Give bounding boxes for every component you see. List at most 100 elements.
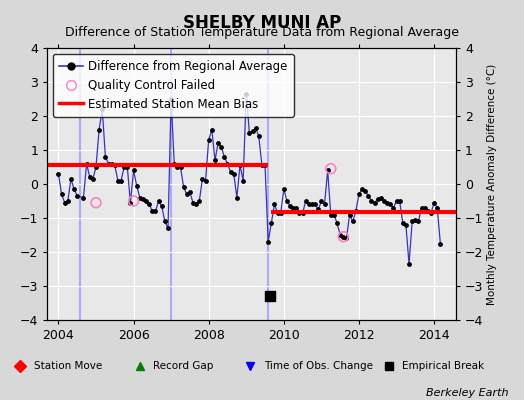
Point <box>189 200 197 206</box>
Point <box>339 234 347 240</box>
Point <box>220 154 228 160</box>
Point <box>386 201 395 208</box>
Point <box>173 164 182 170</box>
Point <box>270 201 279 208</box>
Point <box>427 210 435 216</box>
Point <box>317 198 325 204</box>
Point <box>377 194 385 201</box>
Point <box>358 186 366 192</box>
Point <box>79 194 88 201</box>
Text: Empirical Break: Empirical Break <box>402 361 485 371</box>
Point <box>370 200 379 206</box>
Point <box>111 162 119 168</box>
Point <box>314 206 322 213</box>
Point <box>361 188 369 194</box>
Point <box>60 200 69 206</box>
Point <box>195 198 203 204</box>
Point <box>67 176 75 182</box>
Point <box>311 201 319 208</box>
Point <box>242 91 250 97</box>
Legend: Difference from Regional Average, Quality Control Failed, Estimated Station Mean: Difference from Regional Average, Qualit… <box>53 54 294 116</box>
Point <box>323 167 332 174</box>
Point <box>274 210 282 216</box>
Point <box>161 218 169 224</box>
Point <box>92 164 100 170</box>
Point <box>70 186 78 192</box>
Point <box>433 204 441 211</box>
Point <box>289 204 298 211</box>
Point <box>85 174 94 180</box>
Point <box>142 198 150 204</box>
Point <box>136 194 144 201</box>
Point <box>129 167 138 174</box>
Point <box>98 106 106 112</box>
Point <box>364 193 373 199</box>
Point <box>239 177 247 184</box>
Point <box>367 198 376 204</box>
Point <box>63 198 72 204</box>
Point <box>204 136 213 143</box>
Point <box>201 177 210 184</box>
Point <box>430 200 438 206</box>
Point <box>299 210 307 216</box>
Point <box>158 203 166 209</box>
Point <box>139 196 147 202</box>
Point <box>411 216 420 223</box>
Point <box>73 193 81 199</box>
Point <box>236 162 244 168</box>
Point <box>352 208 360 214</box>
Y-axis label: Monthly Temperature Anomaly Difference (°C): Monthly Temperature Anomaly Difference (… <box>487 63 497 305</box>
Point <box>396 198 404 204</box>
Point <box>223 160 232 167</box>
Text: Time of Obs. Change: Time of Obs. Change <box>264 361 373 371</box>
Text: Difference of Station Temperature Data from Regional Average: Difference of Station Temperature Data f… <box>65 26 459 39</box>
Point <box>129 198 138 204</box>
Point <box>164 225 172 231</box>
Point <box>120 164 128 170</box>
Point <box>408 218 417 224</box>
Point <box>192 201 200 208</box>
Point <box>57 191 66 197</box>
Point <box>177 164 185 170</box>
Point <box>355 191 363 197</box>
Point <box>211 157 219 163</box>
Text: Record Gap: Record Gap <box>154 361 214 371</box>
Text: SHELBY MUNI AP: SHELBY MUNI AP <box>183 14 341 32</box>
Point <box>301 198 310 204</box>
Point <box>82 160 91 167</box>
Point <box>392 198 401 204</box>
Point <box>185 189 194 196</box>
Point <box>374 196 382 202</box>
Point <box>277 210 285 216</box>
Point <box>436 240 444 247</box>
Point <box>252 125 260 131</box>
Point <box>339 234 347 240</box>
Point <box>308 201 316 208</box>
Point <box>420 204 429 211</box>
Point <box>133 182 141 189</box>
Point <box>399 220 407 226</box>
Point <box>267 220 276 226</box>
Point <box>248 128 257 134</box>
Point <box>330 211 338 218</box>
Point <box>296 210 304 216</box>
Point <box>380 198 388 204</box>
Point <box>107 160 116 167</box>
Point <box>117 177 125 184</box>
Point <box>265 292 274 299</box>
Point <box>304 201 313 208</box>
Point <box>182 191 191 197</box>
Point <box>423 208 432 214</box>
Point <box>402 222 410 228</box>
Point <box>389 204 398 211</box>
Point <box>255 133 263 140</box>
Text: Station Move: Station Move <box>34 361 102 371</box>
Point <box>148 208 157 214</box>
Point <box>283 198 291 204</box>
Point <box>114 177 122 184</box>
Point <box>226 169 235 175</box>
Point <box>333 220 341 226</box>
Point <box>151 208 160 214</box>
Point <box>170 160 179 167</box>
Point <box>261 162 269 168</box>
